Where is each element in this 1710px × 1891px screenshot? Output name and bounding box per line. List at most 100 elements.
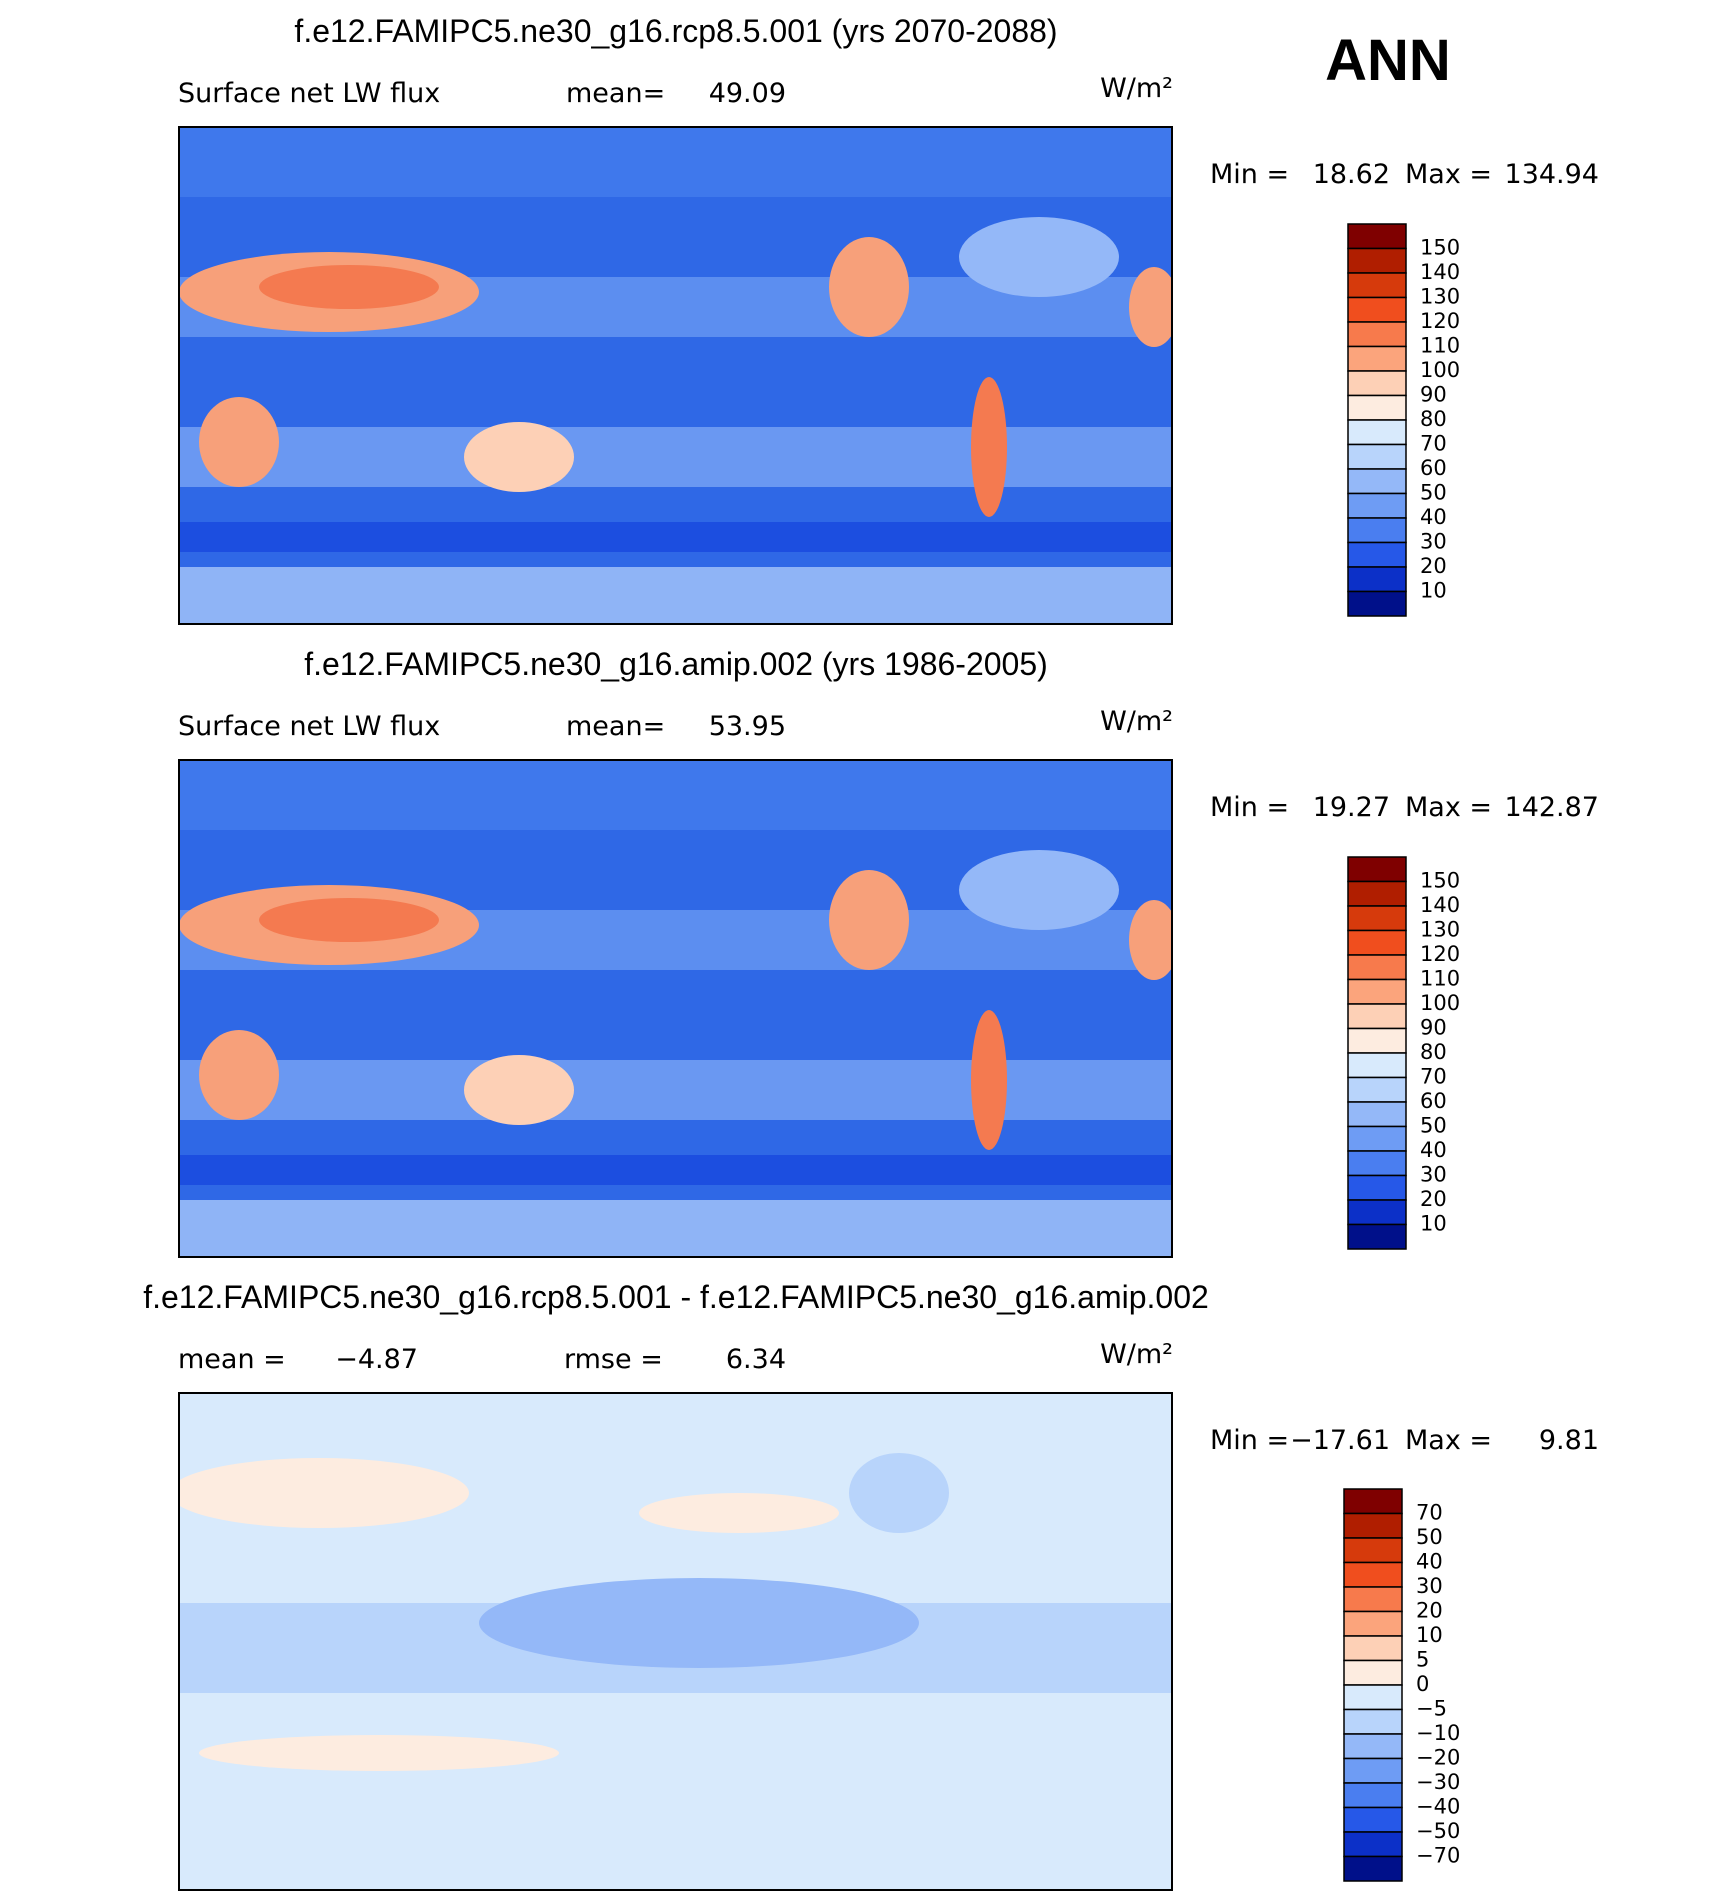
min-label: Min = <box>1210 792 1289 823</box>
colorbar-box <box>1347 954 1407 981</box>
colorbar-label: 50 <box>1416 1525 1443 1549</box>
colorbar-label: −20 <box>1416 1746 1460 1770</box>
map-frame <box>178 126 1173 625</box>
colorbar-label: 30 <box>1420 1163 1447 1187</box>
colorbar-label: 90 <box>1420 383 1447 407</box>
colorbar-box <box>1347 370 1407 397</box>
colorbar-box <box>1343 1610 1403 1637</box>
colorbar-box <box>1343 1659 1403 1686</box>
field-name: Surface net LW flux <box>178 78 440 109</box>
colorbar-box <box>1347 394 1407 421</box>
colorbar-box <box>1343 1561 1403 1588</box>
colorbar-label: 130 <box>1420 285 1460 309</box>
colorbar-label: 80 <box>1420 407 1447 431</box>
colorbar-label: 120 <box>1420 942 1460 966</box>
colorbar-box <box>1347 517 1407 544</box>
colorbar-box <box>1343 1757 1403 1784</box>
stat-value: 53.95 <box>709 711 786 742</box>
colorbar-box <box>1347 1052 1407 1079</box>
max-label: Max = <box>1405 159 1492 190</box>
colorbar-label: 10 <box>1420 579 1447 603</box>
colorbar-label: 70 <box>1420 432 1447 456</box>
colorbar-box <box>1343 1512 1403 1539</box>
colorbar-box <box>1347 1101 1407 1128</box>
colorbar-label: 90 <box>1420 1016 1447 1040</box>
colorbar-box <box>1347 1076 1407 1103</box>
panel: f.e12.FAMIPC5.ne30_g16.rcp8.5.001 (yrs 2… <box>178 13 1599 625</box>
colorbar-label: 10 <box>1420 1212 1447 1236</box>
min-value: −17.61 <box>1290 1425 1390 1456</box>
colorbar-label: 20 <box>1420 554 1447 578</box>
season-label: ANN <box>1325 28 1451 93</box>
colorbar-box <box>1347 880 1407 907</box>
panel-title: f.e12.FAMIPC5.ne30_g16.rcp8.5.001 (yrs 2… <box>294 13 1057 49</box>
max-value: 134.94 <box>1505 159 1599 190</box>
colorbar-box <box>1347 1174 1407 1201</box>
colorbar-label: 10 <box>1416 1623 1443 1647</box>
map <box>179 1393 1172 1890</box>
colorbar-box <box>1343 1831 1403 1858</box>
colorbar-label: 150 <box>1420 236 1460 260</box>
colorbar-label: 20 <box>1420 1187 1447 1211</box>
colorbar-box <box>1347 856 1407 883</box>
map-frame <box>178 759 1173 1258</box>
colorbar-label: 110 <box>1420 334 1460 358</box>
colorbar-box <box>1347 929 1407 956</box>
colorbar-label: 70 <box>1416 1501 1443 1525</box>
colorbar-box <box>1347 345 1407 372</box>
min-value: 18.62 <box>1313 159 1390 190</box>
panel-title: f.e12.FAMIPC5.ne30_g16.amip.002 (yrs 198… <box>304 646 1048 682</box>
panel: f.e12.FAMIPC5.ne30_g16.rcp8.5.001 - f.e1… <box>143 1279 1599 1891</box>
units: W/m² <box>1100 706 1173 737</box>
colorbar-label: 120 <box>1420 309 1460 333</box>
colorbar-label: −70 <box>1416 1844 1460 1868</box>
colorbar-label: 100 <box>1420 991 1460 1015</box>
colorbar-box <box>1347 1003 1407 1030</box>
colorbar-label: 130 <box>1420 918 1460 942</box>
field-name: Surface net LW flux <box>178 711 440 742</box>
stat-value: 49.09 <box>709 78 786 109</box>
colorbar-box <box>1347 247 1407 274</box>
stat-label: rmse = <box>564 1344 663 1375</box>
colorbar-label: 0 <box>1416 1672 1429 1696</box>
units: W/m² <box>1100 1339 1173 1370</box>
colorbar-box <box>1347 223 1407 250</box>
colorbar-box <box>1343 1782 1403 1809</box>
colorbar-box <box>1347 468 1407 495</box>
stat-label: mean= <box>566 711 665 742</box>
colorbar-box <box>1347 541 1407 568</box>
colorbar-box <box>1347 1223 1407 1250</box>
colorbar-label: 60 <box>1420 1089 1447 1113</box>
colorbar-label: 40 <box>1420 1138 1447 1162</box>
colorbar-box <box>1343 1537 1403 1564</box>
colorbar-box <box>1347 296 1407 323</box>
colorbar-label: 110 <box>1420 967 1460 991</box>
colorbar-box <box>1347 1199 1407 1226</box>
colorbar-label: 20 <box>1416 1599 1443 1623</box>
colorbar-label: 140 <box>1420 893 1460 917</box>
colorbar-box <box>1343 1855 1403 1882</box>
colorbar-box <box>1343 1684 1403 1711</box>
colorbar-box <box>1347 272 1407 299</box>
colorbar-label: 30 <box>1416 1574 1443 1598</box>
colorbar-label: 140 <box>1420 260 1460 284</box>
stat-label: mean = <box>178 1344 286 1375</box>
colorbar-label: −30 <box>1416 1770 1460 1794</box>
colorbar-label: −10 <box>1416 1721 1460 1745</box>
colorbar-box <box>1347 978 1407 1005</box>
colorbar-box <box>1343 1806 1403 1833</box>
min-label: Min = <box>1210 1425 1289 1456</box>
colorbar-label: 5 <box>1416 1648 1429 1672</box>
map-frame <box>178 1392 1173 1891</box>
colorbar-label: 40 <box>1416 1550 1443 1574</box>
max-value: 9.81 <box>1539 1425 1599 1456</box>
map <box>179 760 1172 1257</box>
panel-title: f.e12.FAMIPC5.ne30_g16.rcp8.5.001 - f.e1… <box>143 1279 1209 1315</box>
stat-value: 6.34 <box>726 1344 786 1375</box>
colorbar-box <box>1347 1150 1407 1177</box>
max-label: Max = <box>1405 792 1492 823</box>
colorbar-label: −40 <box>1416 1795 1460 1819</box>
min-label: Min = <box>1210 159 1289 190</box>
colorbar-box <box>1347 1125 1407 1152</box>
